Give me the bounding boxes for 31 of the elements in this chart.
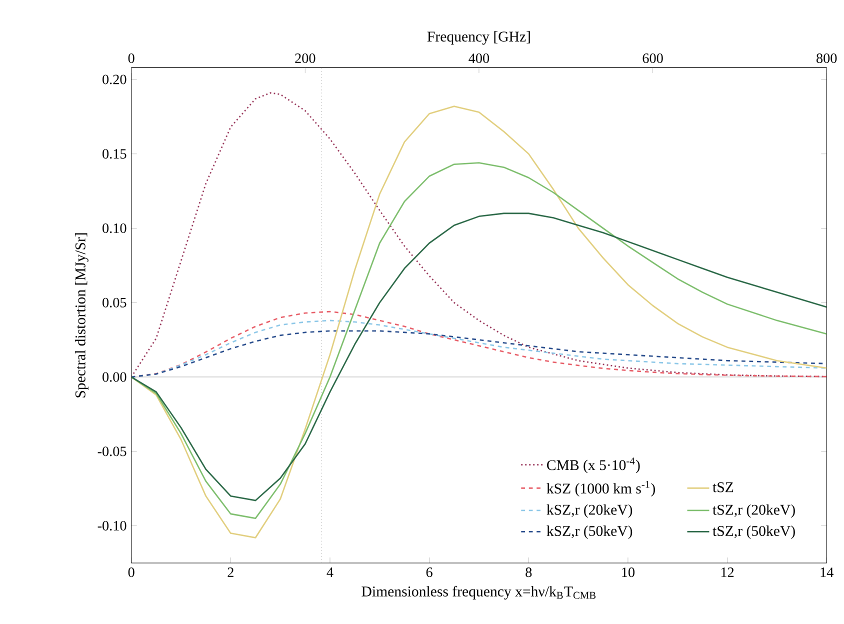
x-tick-label: 4 [326, 568, 334, 577]
x-tick-label: 8 [526, 568, 532, 578]
x2-axis-title: Frequency [GHz] [427, 31, 530, 45]
x-tick-label: 14 [820, 568, 834, 577]
y-tick-label: 0.10 [102, 224, 126, 234]
y-tick-label: -0.10 [98, 521, 126, 531]
y-tick-label: 0.15 [102, 149, 126, 159]
legend-label: tSZ,r (20keV) [712, 504, 795, 518]
x-tick-label: 0 [128, 568, 134, 578]
x-axis-title: Dimensionless frequency x=hν/k$_{B}$T$_{CMB}$ [362, 586, 596, 600]
x-tick-label: 6 [426, 568, 432, 578]
y-tick-label: -0.05 [98, 446, 126, 456]
y-tick-label: 0.20 [102, 74, 126, 84]
legend-label: CMB (x 5·10$^{-4}$) [547, 458, 640, 474]
x2-tick-label: 0 [128, 54, 134, 64]
x2-tick-label: 600 [642, 54, 663, 64]
legend-label: kSZ,r (20keV) [546, 504, 632, 518]
legend-label: kSZ (1000 km s$^{-1}$) [546, 481, 655, 497]
x-tick-label: 12 [721, 568, 734, 577]
line-series [131, 106, 827, 538]
legend-label: kSZ,r (50keV) [546, 526, 632, 540]
y-tick-label: 0.05 [102, 298, 126, 308]
legend-label: tSZ [712, 482, 734, 492]
y-tick-label: 0.00 [102, 372, 126, 382]
x-tick-label: 10 [622, 568, 635, 578]
x-tick-label: 2 [228, 568, 234, 577]
legend-label: tSZ,r (50keV) [712, 526, 795, 540]
x2-tick-label: 200 [295, 54, 316, 64]
x2-tick-label: 800 [816, 54, 837, 64]
x2-tick-label: 400 [468, 54, 490, 64]
y-axis-title: Spectral distortion [MJy/Sr] [74, 233, 88, 398]
